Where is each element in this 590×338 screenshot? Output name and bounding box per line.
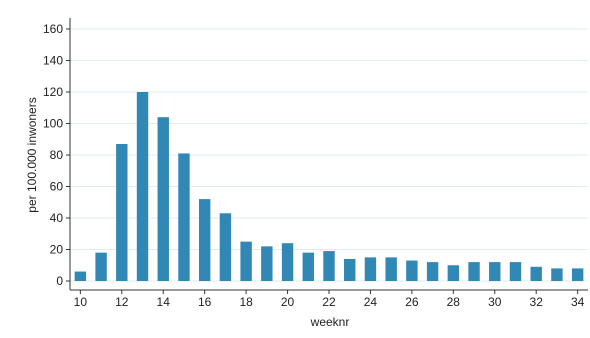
axes: 0 20 40 60 80 100 120 140 160 10 12 14 16 18 20 22 24 26 2… [43, 18, 588, 309]
bar-week-25 [385, 257, 397, 281]
bars [74, 92, 584, 281]
bar-week-20 [281, 243, 294, 281]
x-tick-label: 32 [530, 295, 544, 309]
x-tick-label: 26 [405, 295, 419, 309]
x-tick-label: 22 [322, 295, 336, 309]
bar-week-23 [344, 258, 356, 281]
bar-week-19 [261, 246, 273, 281]
bar-week-15 [178, 153, 190, 281]
bar-week-17 [219, 213, 232, 281]
bar-week-33 [551, 268, 563, 281]
bar-week-24 [364, 257, 377, 281]
bar-week-11 [95, 252, 107, 281]
gridlines [70, 28, 588, 282]
y-tick-label: 120 [43, 85, 63, 99]
y-tick-label: 60 [50, 180, 64, 194]
y-tick-label: 40 [50, 211, 64, 225]
x-tick-label: 30 [488, 295, 502, 309]
bar-week-14 [157, 117, 169, 281]
bar-week-32 [530, 266, 542, 281]
x-tick-label: 20 [281, 295, 295, 309]
x-axis-title: weeknr [310, 315, 350, 329]
x-tick-label: 14 [157, 295, 171, 309]
bar-week-26 [406, 260, 418, 281]
y-tick-label: 160 [43, 22, 63, 36]
bar-week-30 [489, 262, 501, 281]
y-tick-label: 20 [50, 243, 64, 257]
x-tick-label: 24 [364, 295, 378, 309]
bar-week-13 [136, 92, 149, 281]
bar-week-21 [302, 252, 314, 281]
bar-week-28 [447, 265, 460, 281]
y-tick-label: 0 [56, 274, 63, 288]
bar-week-10 [74, 271, 87, 281]
y-tick-label: 100 [43, 117, 63, 131]
x-tick-label: 12 [115, 295, 129, 309]
x-tick-label: 28 [447, 295, 461, 309]
y-tick-label: 80 [50, 148, 64, 162]
bar-week-22 [323, 251, 335, 281]
bar-week-16 [198, 199, 211, 281]
bar-week-34 [571, 268, 584, 281]
y-tick-label: 140 [43, 54, 63, 68]
x-tick-label: 16 [198, 295, 212, 309]
x-tick-label: 18 [239, 295, 253, 309]
bar-week-27 [426, 262, 439, 281]
bar-week-29 [468, 262, 480, 281]
bar-week-12 [116, 143, 128, 281]
x-tick-label: 34 [571, 295, 585, 309]
x-tick-label: 10 [74, 295, 88, 309]
bar-week-18 [240, 241, 252, 281]
bar-week-31 [509, 262, 522, 281]
y-axis-title: per 100.000 inwoners [25, 97, 39, 212]
